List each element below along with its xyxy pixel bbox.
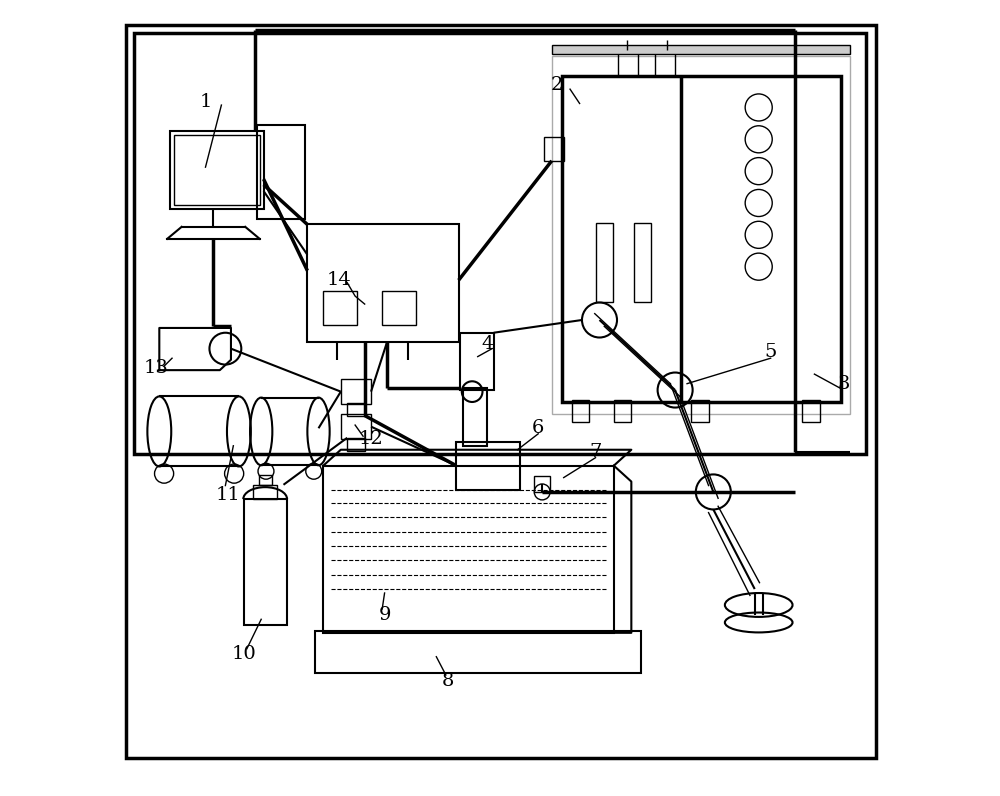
Text: 13: 13 bbox=[144, 359, 169, 377]
Text: 14: 14 bbox=[327, 271, 352, 289]
Text: 4: 4 bbox=[482, 335, 494, 353]
Text: 11: 11 bbox=[215, 486, 240, 504]
Text: 9: 9 bbox=[378, 606, 391, 623]
Text: 1: 1 bbox=[199, 93, 212, 111]
Text: 6: 6 bbox=[532, 419, 544, 437]
Text: 5: 5 bbox=[764, 343, 777, 361]
FancyBboxPatch shape bbox=[552, 45, 850, 54]
Text: 10: 10 bbox=[231, 646, 256, 663]
Text: 8: 8 bbox=[442, 672, 454, 689]
Text: 3: 3 bbox=[838, 375, 850, 392]
Text: 12: 12 bbox=[359, 431, 383, 448]
Text: 2: 2 bbox=[551, 76, 563, 94]
Text: 7: 7 bbox=[589, 443, 602, 461]
